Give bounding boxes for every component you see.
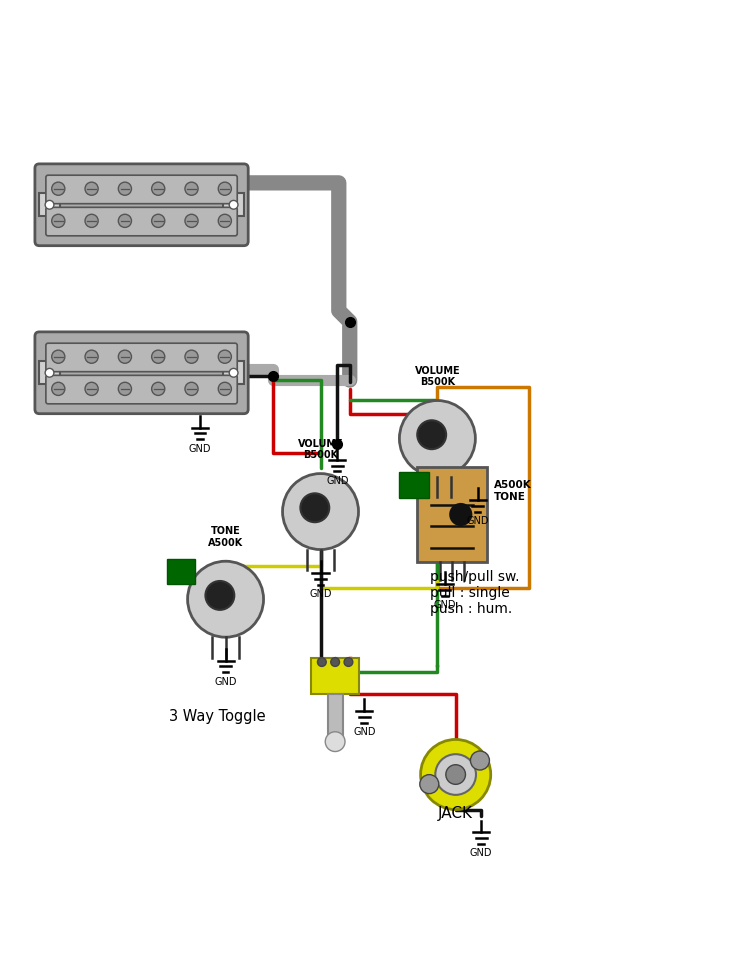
Circle shape [330,658,339,667]
Circle shape [45,200,54,209]
Circle shape [85,382,98,396]
Circle shape [420,740,491,810]
Circle shape [185,214,198,227]
Circle shape [219,214,231,227]
Circle shape [118,182,132,195]
Text: TONE
A500K: TONE A500K [208,527,243,548]
Circle shape [45,368,54,377]
Circle shape [188,561,263,638]
Circle shape [52,182,65,195]
Circle shape [152,214,165,227]
Bar [328,694,343,742]
Circle shape [300,494,329,522]
Circle shape [420,775,439,793]
Text: GND: GND [309,589,332,599]
Circle shape [85,182,98,195]
Text: A500K
TONE: A500K TONE [495,480,532,502]
FancyBboxPatch shape [46,207,237,236]
Circle shape [52,350,65,364]
Circle shape [229,200,238,209]
FancyBboxPatch shape [46,175,237,204]
Text: GND: GND [214,677,237,686]
Text: GND: GND [326,475,349,486]
Circle shape [185,182,198,195]
Bar [400,471,429,498]
Circle shape [470,751,489,770]
Circle shape [52,382,65,396]
Circle shape [283,473,358,549]
Text: push : hum.: push : hum. [430,603,512,616]
Bar [311,658,359,694]
Text: GND: GND [353,727,375,737]
Bar [39,193,60,217]
Circle shape [450,503,471,525]
Circle shape [325,732,345,751]
Circle shape [219,350,231,364]
Circle shape [435,754,476,795]
Text: 3 Way Toggle: 3 Way Toggle [169,709,266,723]
Circle shape [152,182,165,195]
Circle shape [85,214,98,227]
Text: GND: GND [470,849,492,858]
FancyBboxPatch shape [46,343,237,371]
Circle shape [205,581,234,609]
Text: GND: GND [188,443,211,454]
Circle shape [317,658,326,667]
Text: pull : single: pull : single [430,586,510,601]
Circle shape [152,382,165,396]
Circle shape [344,658,353,667]
Circle shape [152,350,165,364]
FancyBboxPatch shape [35,164,248,246]
Circle shape [118,214,132,227]
Bar [39,361,60,385]
Bar [223,193,244,217]
Circle shape [417,420,446,449]
Text: JACK: JACK [438,806,473,820]
Text: VOLUME
B500K: VOLUME B500K [297,438,343,461]
Bar [417,467,487,562]
Circle shape [85,350,98,364]
FancyBboxPatch shape [46,375,237,403]
Bar [166,559,195,584]
Circle shape [118,382,132,396]
Circle shape [219,382,231,396]
Circle shape [446,765,465,784]
Text: VOLUME
B500K: VOLUME B500K [414,365,460,388]
Circle shape [118,350,132,364]
Text: push/pull sw.: push/pull sw. [430,571,520,584]
Text: GND: GND [434,600,456,610]
Bar [223,361,244,385]
Text: GND: GND [467,516,489,526]
FancyBboxPatch shape [35,331,248,414]
Circle shape [229,368,238,377]
Circle shape [185,382,198,396]
Circle shape [219,182,231,195]
Circle shape [185,350,198,364]
Circle shape [52,214,65,227]
Circle shape [400,400,475,476]
